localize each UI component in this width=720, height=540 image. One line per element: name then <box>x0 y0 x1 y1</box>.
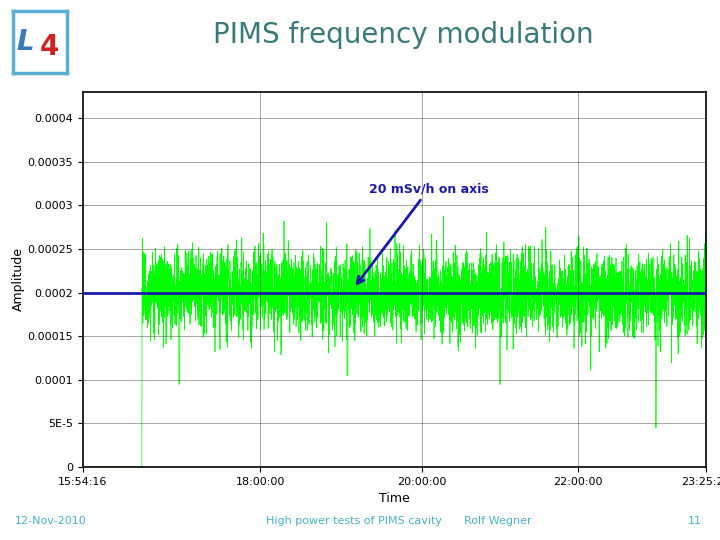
Text: 12-Nov-2010: 12-Nov-2010 <box>14 516 86 526</box>
Y-axis label: Amplitude: Amplitude <box>12 247 24 312</box>
X-axis label: Time: Time <box>379 492 410 505</box>
Text: 11: 11 <box>688 516 702 526</box>
Text: High power tests of PIMS cavity: High power tests of PIMS cavity <box>266 516 442 526</box>
Text: 20 mSv/h on axis: 20 mSv/h on axis <box>357 182 489 284</box>
Text: PIMS frequency modulation: PIMS frequency modulation <box>213 21 593 49</box>
Text: 4: 4 <box>40 33 59 61</box>
Text: Rolf Wegner: Rolf Wegner <box>464 516 532 526</box>
Text: L: L <box>16 28 34 56</box>
